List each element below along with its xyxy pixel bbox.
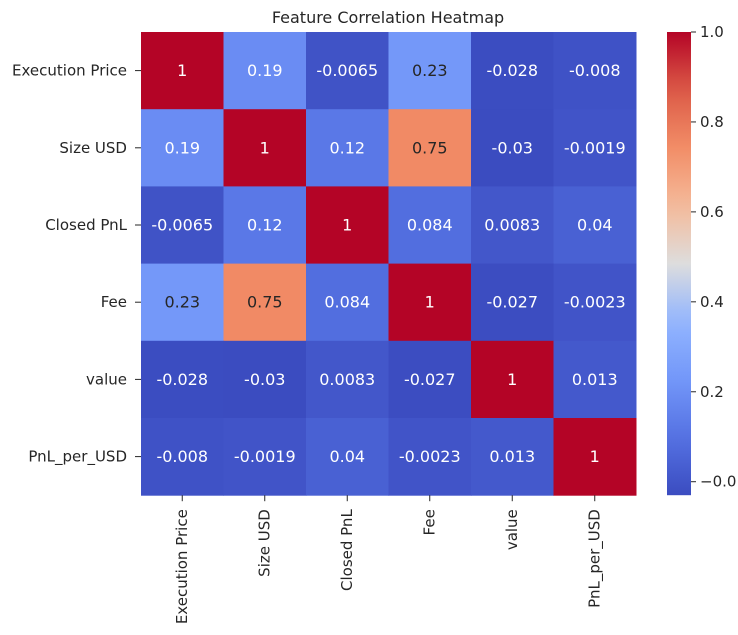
heatmap-cell [388,418,472,496]
heatmap-cell-label: -0.03 [244,370,285,389]
heatmap-cell [141,109,224,187]
heatmap-cell [306,263,389,342]
heatmap-cell [223,186,307,265]
y-tick-label: PnL_per_USD [28,448,127,467]
heatmap-cell-label: 0.084 [324,293,370,312]
heatmap-cell-label: -0.0023 [564,293,626,312]
x-tick-label: Size USD [256,509,274,577]
x-axis-tick-labels: Execution Price Size USD Closed PnL Fee valu… [173,495,605,624]
heatmap-cell-label: 0.75 [247,293,283,312]
heatmap-cell [306,186,389,265]
y-tick-label: value [86,370,127,388]
heatmap-cell-label: 1 [260,138,270,157]
colorbar-tick-label: 0.8 [700,113,724,131]
heatmap-cells [141,32,637,496]
colorbar: −0.0 0.2 0.4 0.6 0.8 1.0 [667,23,736,496]
heatmap-cell [306,109,389,187]
heatmap-cell-label: 0.04 [329,447,365,466]
y-tick-label: Size USD [59,139,127,157]
heatmap-cell-label: 0.12 [247,216,283,235]
heatmap-cell-label: -0.008 [156,447,208,466]
heatmap-cell [306,32,389,110]
x-tick-label: Execution Price [173,509,191,624]
y-tick-label: Closed PnL [45,216,127,234]
colorbar-tick-label: 0.4 [700,293,724,311]
heatmap-cell-label: -0.028 [486,61,538,80]
heatmap-cell-label: 0.19 [247,61,283,80]
heatmap-cell-label: 1 [507,370,517,389]
heatmap-cell-label: -0.028 [156,370,208,389]
heatmap-cell [471,340,554,419]
heatmap-cell [471,186,554,265]
heatmap-cell-label: 0.084 [407,216,453,235]
x-tick-label: value [503,509,521,550]
heatmap-cell [553,418,637,496]
heatmap-cell-label: 0.013 [572,370,618,389]
chart-title: Feature Correlation Heatmap [272,8,504,27]
heatmap-cell-labels: 1 0.19 -0.0065 0.23 -0.028 -0.008 0.19 1 0.12 0.7… [151,61,625,466]
colorbar-tick-label: 1.0 [700,23,724,41]
heatmap-cell-label: 0.0083 [484,216,540,235]
heatmap-cell-label: 0.23 [164,293,200,312]
heatmap-cell-label: -0.0065 [151,216,213,235]
heatmap-cell-label: 1 [177,61,187,80]
heatmap-cell [306,340,389,419]
y-tick-label: Execution Price [12,62,127,80]
heatmap-cell [141,340,224,419]
heatmap-cell [141,263,224,342]
heatmap-cell-label: 1 [342,216,352,235]
heatmap-cell-label: 1 [425,293,435,312]
heatmap-cell [223,32,307,110]
colorbar-tick-label: −0.0 [700,473,736,491]
heatmap-cell-label: -0.027 [486,293,538,312]
heatmap-cell [223,340,307,419]
heatmap-cell-label: 0.04 [577,216,613,235]
heatmap-cell-label: -0.0019 [564,138,626,157]
heatmap-cell-label: 0.23 [412,61,448,80]
x-tick-label: PnL_per_USD [586,509,605,608]
heatmap-cell [306,418,389,496]
colorbar-tick-label: 0.6 [700,203,724,221]
heatmap-cell [141,186,224,265]
heatmap-cell-label: -0.0019 [234,447,296,466]
heatmap-cell-label: -0.008 [569,61,621,80]
x-tick-label: Closed PnL [338,509,356,591]
heatmap-cell [471,418,554,496]
heatmap-cell [553,340,637,419]
heatmap-cell [388,109,472,187]
heatmap-cell-label: -0.027 [404,370,456,389]
heatmap-cell [141,32,224,110]
heatmap-cell-label: 0.75 [412,138,448,157]
heatmap-cell-label: 0.013 [489,447,535,466]
colorbar-tick-label: 0.2 [700,383,724,401]
x-tick-label: Fee [421,509,439,535]
heatmap-cell [553,263,637,342]
heatmap-cell-label: 0.0083 [319,370,375,389]
heatmap-cell [388,340,472,419]
heatmap-cell [553,32,637,110]
heatmap-cell-label: -0.03 [492,138,533,157]
heatmap-cell [388,32,472,110]
heatmap-cell [223,418,307,496]
heatmap-cell [223,263,307,342]
heatmap-cell-label: 0.19 [164,138,200,157]
heatmap-cell [388,263,472,342]
y-tick-label: Fee [101,293,127,311]
heatmap-cell-label: -0.0065 [316,61,378,80]
heatmap-cell [388,186,472,265]
heatmap-cell [141,418,224,496]
heatmap-cell [471,32,554,110]
heatmap-cell-label: 0.12 [329,138,365,157]
heatmap-cell [553,109,637,187]
y-axis-tick-labels: Execution Price Size USD Closed PnL Fee valu… [12,62,141,467]
heatmap-cell-label: -0.0023 [399,447,461,466]
heatmap-cell-label: 1 [590,447,600,466]
colorbar-gradient [667,32,691,496]
heatmap-cell [471,263,554,342]
heatmap-cell [553,186,637,265]
heatmap-cell [223,109,307,187]
heatmap-cell [471,109,554,187]
